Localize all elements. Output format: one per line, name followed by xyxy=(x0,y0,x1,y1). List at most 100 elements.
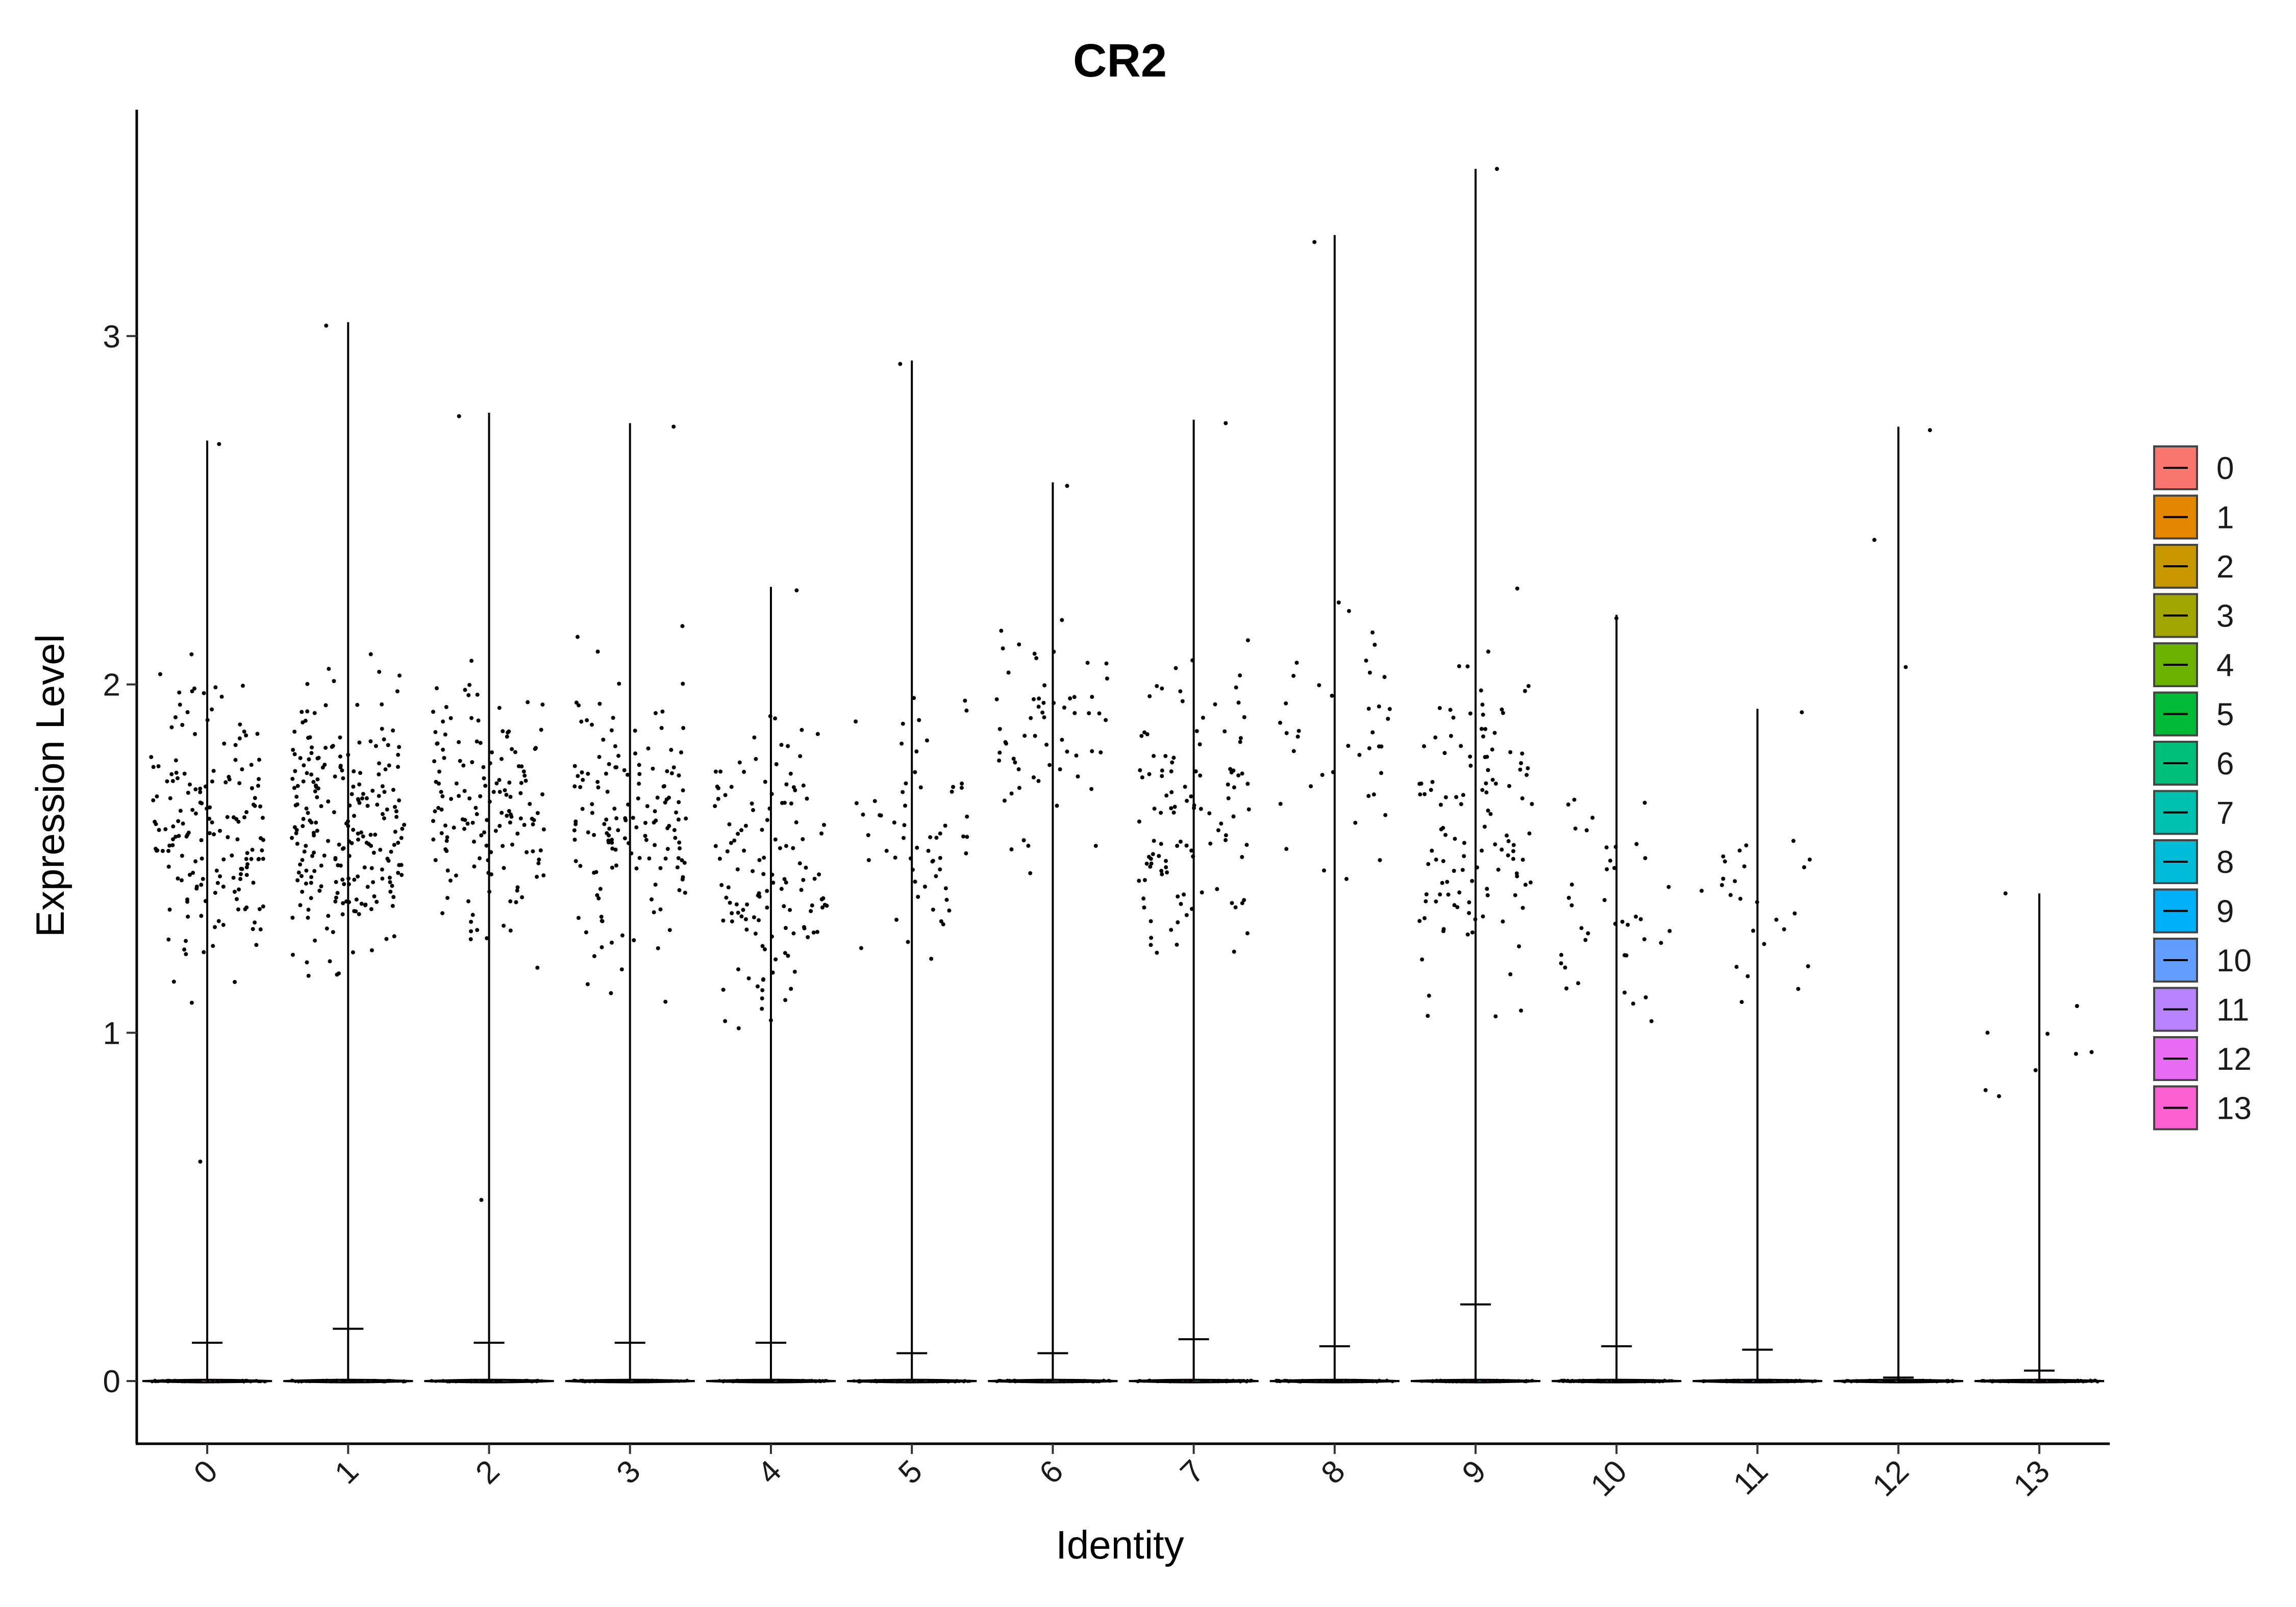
data-point xyxy=(356,837,360,842)
data-point xyxy=(1278,801,1283,806)
data-point-zero xyxy=(683,1379,687,1383)
data-point-zero xyxy=(1663,1378,1666,1382)
data-point xyxy=(653,843,657,847)
data-point xyxy=(387,875,392,880)
data-point xyxy=(1904,665,1908,669)
data-point xyxy=(315,777,320,782)
data-point xyxy=(1219,821,1224,826)
data-point xyxy=(1467,900,1471,905)
data-point xyxy=(1422,744,1426,748)
data-point xyxy=(440,911,445,916)
data-point xyxy=(718,769,723,774)
data-point xyxy=(901,790,905,794)
data-point xyxy=(393,805,397,809)
data-point xyxy=(577,703,581,708)
data-point xyxy=(894,917,899,922)
data-point-zero xyxy=(211,1379,214,1383)
data-point xyxy=(188,782,192,787)
data-point xyxy=(773,957,778,962)
data-point xyxy=(1058,767,1062,771)
data-point xyxy=(1751,928,1756,933)
data-point-zero xyxy=(1184,1379,1187,1383)
data-point xyxy=(1608,859,1612,863)
data-point xyxy=(491,790,496,794)
data-point xyxy=(951,785,955,789)
data-point xyxy=(926,848,931,853)
data-point xyxy=(322,763,327,767)
data-point xyxy=(391,788,395,792)
data-point xyxy=(1172,805,1177,809)
data-point xyxy=(1468,763,1473,768)
data-point xyxy=(1612,866,1617,870)
data-point xyxy=(1511,843,1516,847)
data-point xyxy=(1508,750,1513,755)
data-point-zero xyxy=(852,1379,856,1383)
data-point-zero xyxy=(1735,1379,1739,1383)
data-point xyxy=(341,846,346,850)
data-point xyxy=(377,772,381,776)
data-point-zero xyxy=(1068,1379,1071,1383)
data-point-zero xyxy=(1868,1378,1871,1382)
data-point xyxy=(462,789,467,793)
data-point xyxy=(1446,892,1451,897)
data-point xyxy=(312,850,316,855)
data-point-zero xyxy=(249,1380,253,1384)
data-point-zero xyxy=(257,1379,261,1384)
data-point xyxy=(1141,896,1146,901)
data-point xyxy=(323,703,328,708)
data-point xyxy=(760,827,764,832)
data-point-zero xyxy=(646,1380,651,1384)
data-point xyxy=(309,820,314,825)
data-point xyxy=(1022,734,1027,738)
data-point xyxy=(1440,881,1444,885)
data-point xyxy=(653,809,657,814)
data-point xyxy=(501,729,505,734)
legend-label: 13 xyxy=(2216,1091,2252,1126)
data-point-zero xyxy=(317,1379,321,1383)
data-point xyxy=(1074,754,1079,758)
data-point xyxy=(1517,944,1521,948)
data-point xyxy=(791,846,795,850)
data-point xyxy=(325,926,329,931)
data-point xyxy=(997,750,1002,755)
data-point-zero xyxy=(517,1379,520,1383)
data-point xyxy=(189,652,194,657)
data-point xyxy=(357,740,362,745)
data-point xyxy=(1104,718,1108,722)
data-point xyxy=(315,828,319,833)
data-point xyxy=(667,824,671,828)
data-point xyxy=(344,899,348,903)
data-point xyxy=(931,908,935,912)
data-point xyxy=(370,789,375,793)
data-point-zero xyxy=(1333,1379,1336,1384)
data-point xyxy=(1424,892,1429,896)
data-point xyxy=(1602,898,1607,902)
data-point xyxy=(802,925,806,930)
data-point xyxy=(682,861,687,865)
data-point xyxy=(1493,842,1498,847)
data-point xyxy=(337,842,341,847)
data-point xyxy=(669,747,673,752)
data-point-zero xyxy=(934,1379,938,1383)
data-point-zero xyxy=(1998,1379,2002,1383)
data-point xyxy=(304,806,309,811)
data-point-zero xyxy=(1745,1379,1749,1383)
data-point xyxy=(778,846,782,850)
data-point xyxy=(655,795,660,800)
data-point-zero xyxy=(2042,1378,2047,1382)
data-point xyxy=(309,875,314,880)
data-point xyxy=(472,839,476,844)
data-point-zero xyxy=(669,1379,673,1383)
data-point xyxy=(502,923,506,928)
data-point xyxy=(590,811,594,815)
data-point xyxy=(1178,689,1183,694)
data-point xyxy=(606,840,611,845)
data-point xyxy=(1175,942,1179,947)
data-point xyxy=(1744,843,1749,848)
data-point xyxy=(1470,930,1475,935)
data-point xyxy=(653,883,658,887)
data-point xyxy=(713,804,717,809)
data-point xyxy=(763,947,767,951)
data-point xyxy=(626,772,630,777)
data-point xyxy=(646,746,651,751)
